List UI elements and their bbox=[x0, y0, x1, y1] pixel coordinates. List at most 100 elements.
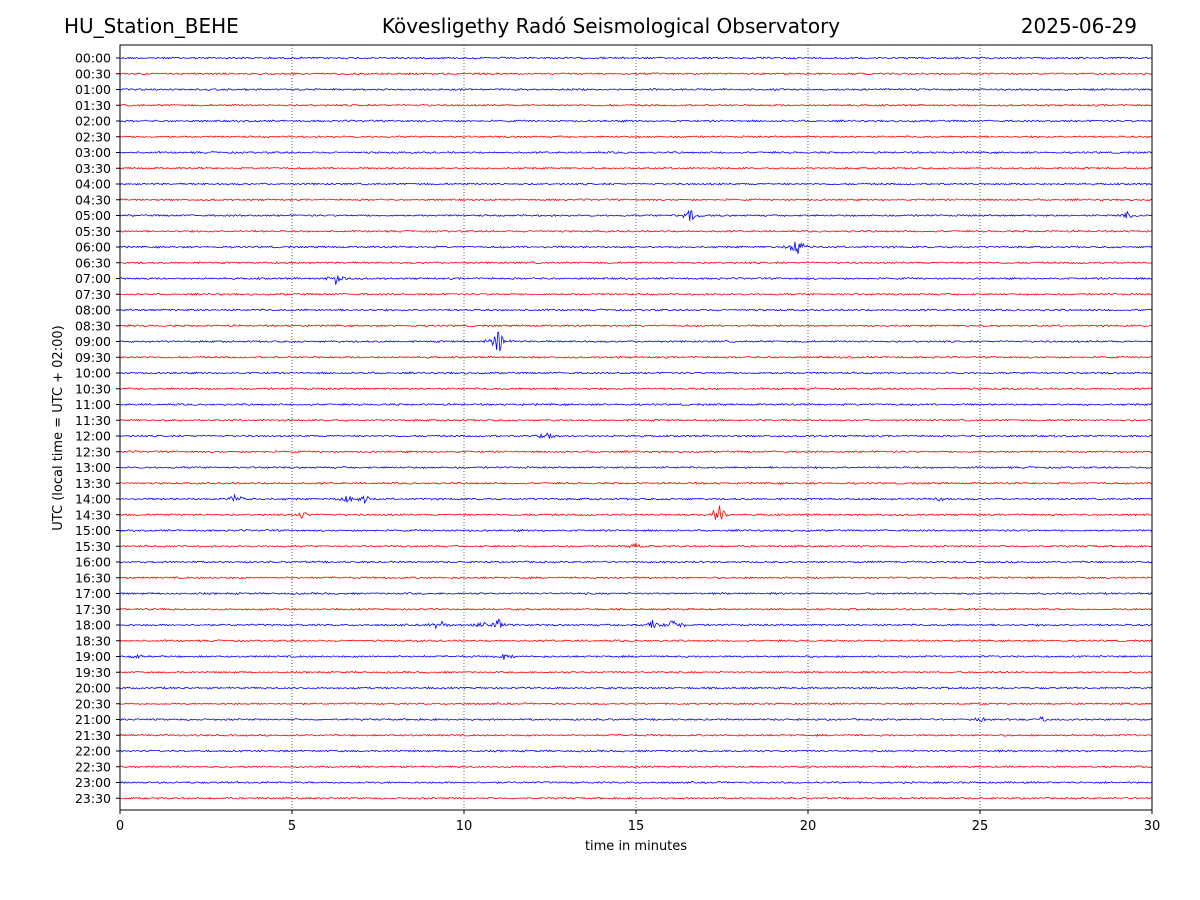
trace-0000 bbox=[119, 56, 1153, 60]
trace-0600 bbox=[119, 241, 1153, 255]
trace-2330 bbox=[119, 796, 1153, 800]
y-tick-label: 12:00 bbox=[75, 429, 111, 444]
y-tick-label: 04:00 bbox=[75, 177, 111, 192]
trace-1030 bbox=[119, 387, 1153, 391]
trace-2000 bbox=[119, 686, 1153, 690]
y-tick-label: 22:30 bbox=[75, 759, 111, 774]
y-tick-label: 05:00 bbox=[75, 208, 111, 223]
y-tick-label: 19:30 bbox=[75, 665, 111, 680]
trace-0230 bbox=[119, 135, 1153, 139]
trace-0930 bbox=[119, 355, 1153, 359]
trace-1000 bbox=[119, 371, 1153, 375]
y-tick-label: 12:30 bbox=[75, 444, 111, 459]
trace-1930 bbox=[119, 670, 1153, 674]
trace-1800 bbox=[119, 618, 1153, 630]
x-tick-label: 0 bbox=[116, 819, 124, 834]
y-tick-label: 16:30 bbox=[75, 570, 111, 585]
y-tick-label: 03:00 bbox=[75, 145, 111, 160]
y-tick-label: 08:30 bbox=[75, 318, 111, 333]
trace-0700 bbox=[119, 275, 1153, 285]
trace-2230 bbox=[119, 765, 1153, 769]
trace-1200 bbox=[119, 432, 1153, 440]
trace-0830 bbox=[119, 324, 1153, 328]
trace-1100 bbox=[119, 402, 1153, 407]
y-tick-label: 20:00 bbox=[75, 681, 111, 696]
chart-title: Kövesligethy Radó Seismological Observat… bbox=[381, 14, 841, 38]
trace-0200 bbox=[119, 119, 1153, 123]
y-tick-label: 02:30 bbox=[75, 129, 111, 144]
y-tick-label: 00:30 bbox=[75, 66, 111, 81]
y-tick-label: 19:00 bbox=[75, 649, 111, 664]
trace-1530 bbox=[119, 541, 1153, 549]
y-tick-label: 23:00 bbox=[75, 775, 111, 790]
trace-0030 bbox=[119, 72, 1153, 76]
y-tick-label: 10:30 bbox=[75, 381, 111, 396]
y-tick-label: 01:00 bbox=[75, 82, 111, 97]
trace-0730 bbox=[119, 292, 1153, 296]
trace-1300 bbox=[119, 465, 1153, 470]
trace-2300 bbox=[119, 780, 1153, 785]
y-tick-label: 13:00 bbox=[75, 460, 111, 475]
trace-0630 bbox=[119, 261, 1153, 265]
x-tick-label: 30 bbox=[1144, 819, 1161, 834]
chart-date: 2025-06-29 bbox=[1020, 14, 1137, 38]
y-tick-label: 07:00 bbox=[75, 271, 111, 286]
y-tick-label: 17:30 bbox=[75, 602, 111, 617]
y-tick-label: 00:00 bbox=[75, 51, 111, 66]
y-tick-label: 01:30 bbox=[75, 98, 111, 113]
grid-lines bbox=[291, 45, 981, 810]
station-name: HU_Station_BEHE bbox=[64, 14, 239, 38]
trace-0430 bbox=[119, 198, 1153, 202]
x-axis-label: time in minutes bbox=[585, 839, 687, 854]
y-tick-label: 11:30 bbox=[75, 413, 111, 428]
trace-1830 bbox=[119, 639, 1153, 643]
x-tick-label: 20 bbox=[800, 819, 817, 834]
trace-1430 bbox=[119, 505, 1153, 520]
x-tick-labels: 0 5 10 15 20 25 30 bbox=[116, 810, 1160, 834]
y-tick-label: 08:00 bbox=[75, 303, 111, 318]
y-tick-label: 06:30 bbox=[75, 255, 111, 270]
y-tick-label: 18:30 bbox=[75, 633, 111, 648]
y-tick-label: 23:30 bbox=[75, 791, 111, 806]
trace-1630 bbox=[119, 576, 1153, 580]
y-tick-label: 09:00 bbox=[75, 334, 111, 349]
trace-1500 bbox=[119, 528, 1153, 533]
trace-0800 bbox=[119, 308, 1153, 312]
y-tick-label: 05:30 bbox=[75, 224, 111, 239]
y-tick-label: 21:00 bbox=[75, 712, 111, 727]
y-tick-label: 11:00 bbox=[75, 397, 111, 412]
trace-2130 bbox=[119, 733, 1153, 737]
y-tick-label: 20:30 bbox=[75, 696, 111, 711]
x-tick-label: 5 bbox=[288, 819, 296, 834]
y-tick-label: 04:30 bbox=[75, 192, 111, 207]
y-tick-labels: 00:0000:3001:0001:3002:0002:3003:0003:30… bbox=[75, 51, 120, 806]
trace-0100 bbox=[119, 87, 1153, 92]
y-tick-label: 17:00 bbox=[75, 586, 111, 601]
y-tick-label: 15:00 bbox=[75, 523, 111, 538]
y-tick-label: 21:30 bbox=[75, 728, 111, 743]
trace-1130 bbox=[119, 418, 1153, 422]
y-tick-label: 02:00 bbox=[75, 114, 111, 129]
trace-1700 bbox=[119, 591, 1153, 596]
x-tick-label: 25 bbox=[972, 819, 989, 834]
y-tick-label: 16:00 bbox=[75, 555, 111, 570]
y-tick-label: 22:00 bbox=[75, 744, 111, 759]
trace-0900 bbox=[119, 331, 1153, 352]
x-tick-label: 10 bbox=[456, 819, 473, 834]
y-tick-label: 09:30 bbox=[75, 350, 111, 365]
trace-0130 bbox=[119, 103, 1153, 107]
x-tick-label: 15 bbox=[628, 819, 645, 834]
trace-1330 bbox=[119, 481, 1153, 485]
trace-2030 bbox=[119, 702, 1153, 706]
y-tick-label: 06:00 bbox=[75, 240, 111, 255]
y-tick-label: 15:30 bbox=[75, 539, 111, 554]
y-axis-label: UTC (local time = UTC + 02:00) bbox=[51, 325, 66, 530]
trace-1600 bbox=[119, 560, 1153, 564]
trace-1730 bbox=[119, 607, 1153, 611]
trace-0500 bbox=[119, 210, 1153, 221]
trace-2200 bbox=[119, 749, 1153, 753]
y-tick-label: 13:30 bbox=[75, 476, 111, 491]
y-tick-label: 14:00 bbox=[75, 492, 111, 507]
seismic-traces bbox=[119, 56, 1153, 800]
